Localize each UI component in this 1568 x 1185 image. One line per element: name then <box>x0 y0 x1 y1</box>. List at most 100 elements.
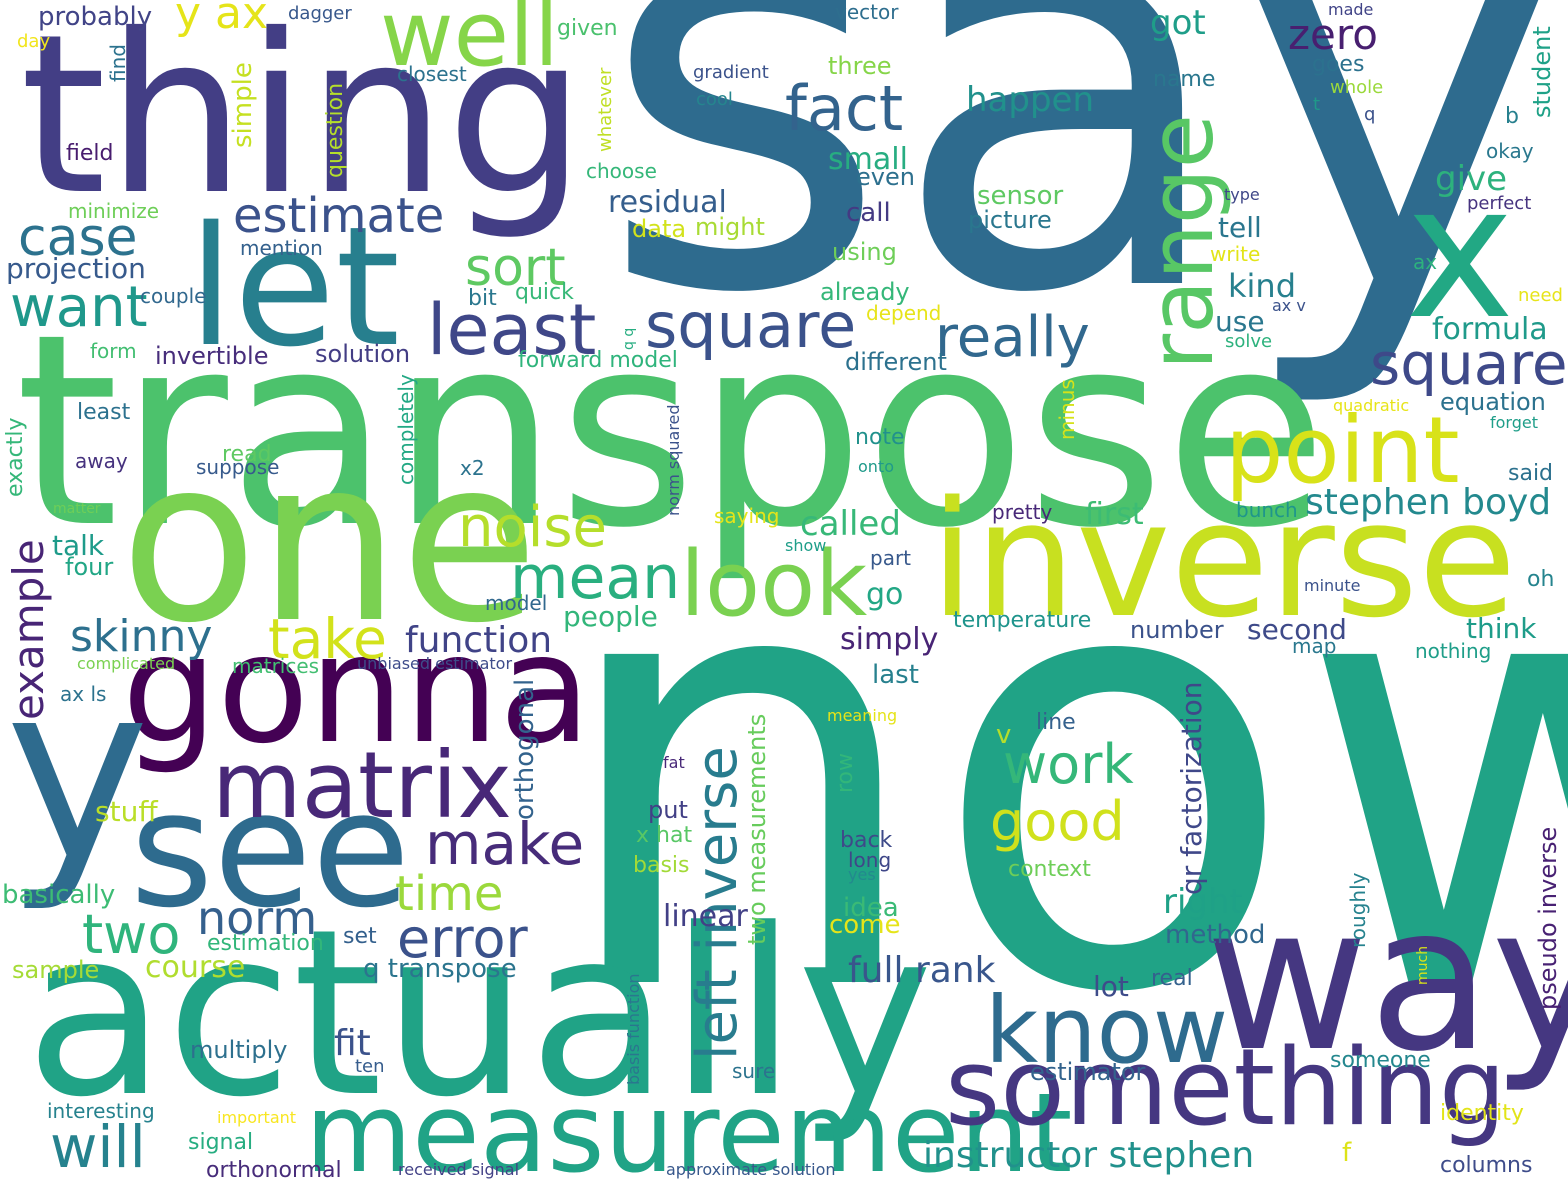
word-will: will <box>50 1113 146 1181</box>
word-simply: simply <box>840 622 939 657</box>
word-way: way <box>1205 863 1568 1096</box>
word-estimate: estimate <box>233 188 445 244</box>
word-four: four <box>65 553 114 581</box>
word-lot: lot <box>1093 970 1129 1003</box>
word-quick: quick <box>515 280 574 305</box>
word-couple: couple <box>140 284 207 308</box>
word-give: give <box>1435 159 1508 199</box>
word-solve: solve <box>1225 331 1273 352</box>
word-projection: projection <box>6 252 146 285</box>
word-cool: cool <box>696 89 733 110</box>
word-noise: noise <box>458 495 607 560</box>
word-take: take <box>268 607 387 671</box>
word-see: see <box>130 756 411 943</box>
word-columns: columns <box>1440 1153 1533 1178</box>
word-identity: identity <box>1440 1101 1524 1126</box>
word-first: first <box>1085 497 1144 532</box>
word-now: now <box>550 425 1568 1124</box>
word-fit: fit <box>334 1023 371 1064</box>
word-three: three <box>828 52 892 80</box>
word-two: two <box>82 903 181 966</box>
word-question: question <box>323 82 348 178</box>
word-residual: residual <box>608 185 727 220</box>
word-norm-squared: norm squared <box>664 404 683 516</box>
word-made: made <box>1328 0 1374 19</box>
word-ax-right: ax <box>1413 250 1438 274</box>
word-back: back <box>840 828 893 853</box>
word-point: point <box>1225 397 1460 504</box>
word-orthonormal: orthonormal <box>206 1158 342 1183</box>
word-given: given <box>557 16 618 41</box>
word-q-q: q q <box>621 327 637 350</box>
word-basis: basis <box>633 853 690 878</box>
word-completely: completely <box>394 374 418 485</box>
word-call: call <box>846 198 891 228</box>
word-form: form <box>90 339 137 363</box>
word-forward-model: forward model <box>518 348 678 373</box>
word-look: look <box>680 532 868 637</box>
word-transpose: transpose <box>15 278 1328 586</box>
word-linear: linear <box>663 899 748 934</box>
word-sure: sure <box>732 1059 776 1083</box>
word-forget: forget <box>1490 413 1538 432</box>
word-minus: minus <box>1055 379 1079 440</box>
word-long: long <box>848 848 892 872</box>
word-course: course <box>145 950 246 985</box>
word-multiply: multiply <box>190 1036 288 1064</box>
word-sample: sample <box>12 956 100 984</box>
word-second: second <box>1247 613 1347 646</box>
word-stuff: stuff <box>95 795 158 828</box>
word-fact: fact <box>785 72 904 145</box>
word-roughly: roughly <box>1346 872 1370 948</box>
word-context: context <box>1008 857 1091 882</box>
word-picture: picture <box>968 206 1052 234</box>
word-example: example <box>4 539 53 720</box>
word-really: really <box>935 305 1090 370</box>
word-y-ax: y ax <box>175 0 269 39</box>
word-people: people <box>563 600 658 633</box>
word-basically: basically <box>2 880 116 910</box>
word-real: real <box>1151 966 1193 991</box>
word-kind: kind <box>1228 267 1297 305</box>
word-model: model <box>485 591 548 615</box>
word-goes: goes <box>1312 52 1365 77</box>
word-full-rank: full rank <box>848 950 996 991</box>
word-use: use <box>1215 305 1265 338</box>
word-note: note <box>855 425 905 450</box>
word-fat: fat <box>663 753 685 772</box>
word-error: error <box>397 907 528 970</box>
word-need: need <box>1518 285 1563 306</box>
word-solution: solution <box>315 340 411 368</box>
word-number: number <box>1130 616 1224 644</box>
word-let: let <box>188 191 401 383</box>
word-make: make <box>425 810 585 878</box>
word-using: using <box>832 238 897 266</box>
word-gradient: gradient <box>693 62 769 83</box>
word-find: find <box>106 44 130 82</box>
word-case: case <box>18 208 138 268</box>
word-someone: someone <box>1330 1048 1431 1073</box>
word-v: v <box>996 720 1012 750</box>
word-something: something <box>945 1026 1507 1149</box>
word-interesting: interesting <box>47 1099 155 1123</box>
word-estimator: estimator <box>1030 1058 1146 1086</box>
word-oh: oh <box>1527 567 1555 592</box>
word-type: type <box>1224 185 1260 204</box>
word-measurement: measurement <box>305 1069 1073 1185</box>
word-pretty: pretty <box>992 500 1053 524</box>
word-bunch: bunch <box>1236 498 1298 522</box>
word-pseudo-inverse: pseudo inverse <box>1534 826 1562 1010</box>
word-sort: sort <box>465 238 566 298</box>
word-invertible: invertible <box>155 342 269 370</box>
word-last: last <box>872 660 919 690</box>
word-t: t <box>1313 94 1321 115</box>
word-nothing: nothing <box>1415 639 1492 663</box>
word-formula: formula <box>1432 312 1548 347</box>
word-ax-v: ax v <box>1272 296 1306 315</box>
word-yes: yes <box>848 865 876 884</box>
word-good: good <box>990 790 1125 853</box>
word-unbiased-estimator: unbiased estimator <box>357 654 513 673</box>
word-want: want <box>10 275 148 340</box>
word-tell: tell <box>1218 211 1262 244</box>
word-gonna: gonna <box>122 603 592 777</box>
